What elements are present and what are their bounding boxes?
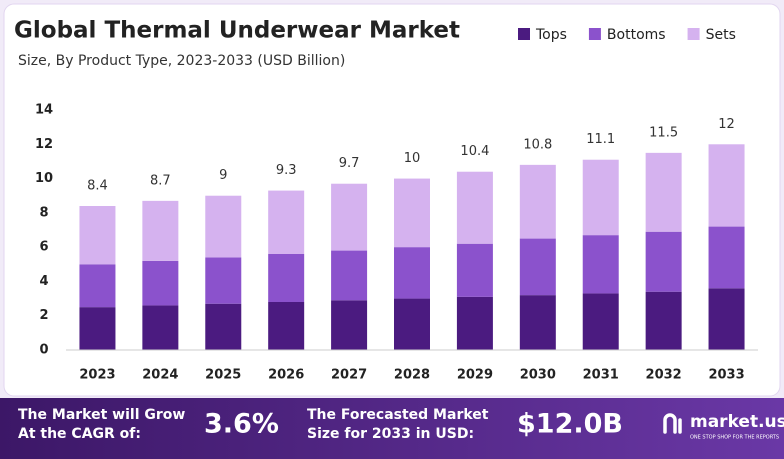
bar-segment	[519, 295, 556, 350]
x-tick-label: 2033	[708, 368, 744, 383]
y-tick-label: 4	[39, 274, 48, 289]
bar-segment	[331, 183, 368, 251]
bar-segment	[331, 300, 368, 350]
bar-segment	[142, 260, 179, 306]
x-tick-label: 2029	[457, 368, 493, 383]
bar-segment	[205, 195, 242, 258]
x-tick-label: 2026	[268, 368, 304, 383]
chart-subtitle: Size, By Product Type, 2023-2033 (USD Bi…	[18, 53, 345, 69]
bar-segment	[331, 250, 368, 301]
legend-swatch	[588, 28, 601, 40]
y-tick-label: 8	[39, 205, 48, 220]
bar-segment	[456, 171, 493, 244]
legend-label: Bottoms	[607, 27, 666, 43]
legend-label: Sets	[706, 27, 736, 43]
brand-tagline: ONE STOP SHOP FOR THE REPORTS	[690, 435, 779, 441]
bar-segment	[456, 296, 493, 350]
total-label: 10	[404, 151, 421, 166]
x-tick-label: 2032	[646, 368, 682, 383]
banner	[0, 398, 784, 459]
total-label: 12	[718, 117, 735, 132]
bar-segment	[142, 200, 179, 261]
banner-value: 3.6%	[204, 409, 279, 440]
bar-segment	[456, 243, 493, 297]
legend-swatch	[687, 28, 700, 40]
bar-segment	[519, 238, 556, 296]
y-tick-label: 14	[35, 103, 53, 118]
legend-swatch	[518, 28, 530, 40]
x-tick-label: 2030	[520, 368, 556, 383]
bar-segment	[394, 298, 430, 350]
banner-text: At the CAGR of:	[18, 426, 141, 442]
bar-segment	[268, 190, 305, 254]
bar-segment	[645, 291, 682, 350]
total-label: 9.7	[339, 156, 360, 171]
x-tick-label: 2024	[142, 368, 178, 383]
bar-segment	[708, 226, 745, 289]
y-tick-label: 12	[35, 137, 53, 152]
total-label: 9	[219, 168, 227, 183]
total-label: 10.4	[460, 144, 489, 159]
banner-text: The Market will Grow	[18, 407, 185, 423]
bar-segment	[645, 231, 682, 292]
legend-label: Tops	[535, 27, 567, 43]
banner-text: The Forecasted Market	[307, 407, 489, 423]
x-tick-label: 2031	[583, 368, 619, 383]
total-label: 8.7	[150, 173, 171, 188]
bar-segment	[394, 178, 430, 248]
total-label: 9.3	[276, 163, 297, 178]
bar-segment	[205, 303, 242, 350]
total-label: 8.4	[87, 179, 108, 194]
bar-segment	[142, 305, 179, 350]
y-tick-label: 2	[39, 308, 48, 323]
x-tick-label: 2027	[331, 368, 367, 383]
bar-segment	[708, 288, 745, 350]
x-tick-label: 2028	[394, 368, 430, 383]
x-tick-label: 2025	[205, 368, 241, 383]
x-tick-label: 2023	[79, 368, 115, 383]
bar-segment	[268, 254, 305, 302]
bar-segment	[708, 144, 745, 227]
bar-segment	[582, 235, 619, 294]
banner-value: $12.0B	[517, 409, 623, 440]
y-tick-label: 0	[39, 343, 48, 358]
bar-segment	[79, 264, 116, 308]
bar-segment	[268, 302, 305, 350]
bar-segment	[79, 206, 116, 265]
total-label: 11.5	[649, 125, 678, 140]
chart-title: Global Thermal Underwear Market	[14, 18, 460, 44]
banner-text: Size for 2033 in USD:	[307, 426, 474, 442]
y-tick-label: 6	[39, 240, 48, 255]
bar-segment	[205, 257, 242, 304]
bar-segment	[519, 164, 556, 239]
total-label: 11.1	[586, 132, 615, 147]
bar-segment	[645, 152, 682, 232]
bar-segment	[582, 159, 619, 236]
bar-segment	[582, 293, 619, 350]
brand-logo	[663, 413, 682, 434]
total-label: 10.8	[523, 137, 552, 152]
bar-segment	[79, 307, 116, 350]
bar-segment	[394, 247, 430, 299]
brand-name: market.us	[690, 412, 784, 432]
y-tick-label: 10	[35, 171, 53, 186]
